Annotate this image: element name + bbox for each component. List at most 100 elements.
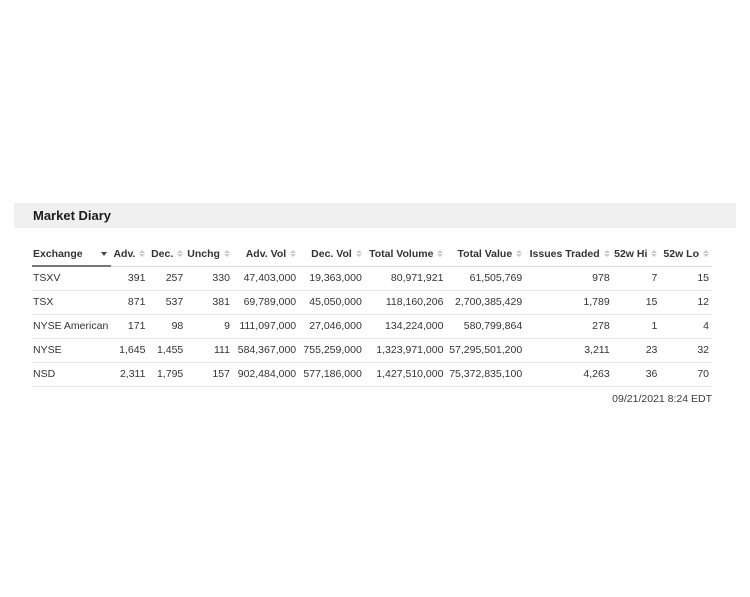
cell-52w-lo: 12 (660, 290, 712, 315)
sort-icon[interactable] (603, 249, 610, 257)
cell-exchange: NYSE American (32, 314, 112, 339)
table-row-nyse-american: NYSE American 171 98 9 111,097,000 27,046,000… (32, 314, 712, 339)
column-header-total-volume[interactable]: Total Volume (364, 243, 447, 267)
cell-dec: 257 (148, 266, 187, 291)
cell-dec: 1,455 (148, 338, 187, 363)
cell-issues-traded: 978 (525, 266, 613, 291)
cell-dec-vol: 45,050,000 (299, 290, 365, 315)
column-header-issues-traded[interactable]: Issues Traded (525, 243, 613, 267)
cell-total-volume: 1,323,971,000 (364, 338, 447, 363)
cell-52w-hi: 1 (612, 314, 661, 339)
cell-issues-traded: 278 (525, 314, 613, 339)
cell-adv-vol: 584,367,000 (232, 338, 300, 363)
sort-icon[interactable] (139, 249, 146, 257)
cell-adv: 1,645 (111, 338, 149, 363)
dropdown-caret-icon[interactable] (101, 252, 108, 256)
cell-52w-hi: 7 (612, 266, 661, 291)
cell-52w-lo: 32 (660, 338, 712, 363)
cell-unchg: 330 (186, 266, 233, 291)
sort-icon[interactable] (437, 249, 444, 257)
column-header-unchg[interactable]: Unchg (186, 243, 233, 267)
cell-total-volume: 134,224,000 (364, 314, 447, 339)
cell-exchange: TSXV (32, 266, 112, 291)
cell-total-value: 61,505,769 (446, 266, 526, 291)
column-header-adv[interactable]: Adv. (111, 243, 149, 267)
header-row: Exchange Adv. Dec. Unchg Adv. Vol Dec. Vol Tot… (32, 243, 712, 267)
cell-total-volume: 1,427,510,000 (364, 362, 447, 387)
cell-total-value: 580,799,864 (446, 314, 526, 339)
column-header-52w-lo[interactable]: 52w Lo (660, 243, 712, 267)
column-label: Unchg (187, 248, 220, 261)
cell-adv: 2,311 (111, 362, 149, 387)
cell-52w-hi: 23 (612, 338, 661, 363)
column-label: Dec. (151, 248, 174, 261)
cell-dec: 537 (148, 290, 187, 315)
cell-exchange: NSD (32, 362, 112, 387)
column-header-dec-vol[interactable]: Dec. Vol (299, 243, 365, 267)
sort-icon[interactable] (223, 249, 230, 257)
cell-adv: 871 (111, 290, 149, 315)
cell-total-value: 57,295,501,200 (446, 338, 526, 363)
cell-total-volume: 80,971,921 (364, 266, 447, 291)
cell-total-value: 75,372,835,100 (446, 362, 526, 387)
cell-unchg: 381 (186, 290, 233, 315)
table-row-nyse: NYSE 1,645 1,455 111 584,367,000 755,259,000 1… (32, 338, 712, 363)
cell-dec-vol: 755,259,000 (299, 338, 365, 363)
table-row-nsd: NSD 2,311 1,795 157 902,484,000 577,186,000 1,… (32, 362, 712, 387)
column-label: Adv. (113, 248, 136, 261)
market-diary-table: Exchange Adv. Dec. Unchg Adv. Vol Dec. Vol Tot… (32, 243, 712, 387)
table-row-tsxv: TSXV 391 257 330 47,403,000 19,363,000 80,971,… (32, 266, 712, 291)
sort-icon[interactable] (290, 249, 297, 257)
cell-adv: 391 (111, 266, 149, 291)
cell-unchg: 111 (186, 338, 233, 363)
column-label: Total Value (457, 248, 513, 261)
cell-exchange: TSX (32, 290, 112, 315)
column-header-adv-vol[interactable]: Adv. Vol (232, 243, 300, 267)
cell-dec-vol: 19,363,000 (299, 266, 365, 291)
sort-icon[interactable] (177, 249, 184, 257)
market-diary-panel: Exchange Adv. Dec. Unchg Adv. Vol Dec. Vol Tot… (32, 243, 712, 405)
cell-52w-hi: 15 (612, 290, 661, 315)
column-label: Dec. Vol (311, 248, 352, 261)
sort-icon[interactable] (651, 249, 658, 257)
cell-adv: 171 (111, 314, 149, 339)
cell-52w-lo: 4 (660, 314, 712, 339)
table-body: TSXV 391 257 330 47,403,000 19,363,000 80,971,… (32, 266, 712, 387)
cell-adv-vol: 47,403,000 (232, 266, 300, 291)
cell-unchg: 9 (186, 314, 233, 339)
cell-adv-vol: 902,484,000 (232, 362, 300, 387)
column-label: Adv. Vol (245, 248, 287, 261)
sort-icon[interactable] (516, 249, 523, 257)
cell-52w-hi: 36 (612, 362, 661, 387)
table-row-tsx: TSX 871 537 381 69,789,000 45,050,000 118,160,… (32, 290, 712, 315)
column-header-52w-hi[interactable]: 52w Hi (612, 243, 661, 267)
cell-issues-traded: 3,211 (525, 338, 613, 363)
cell-total-value: 2,700,385,429 (446, 290, 526, 315)
cell-issues-traded: 4,263 (525, 362, 613, 387)
column-label: 52w Lo (663, 248, 699, 261)
panel-title: Market Diary (33, 208, 112, 223)
cell-exchange: NYSE (32, 338, 112, 363)
cell-unchg: 157 (186, 362, 233, 387)
cell-dec: 98 (148, 314, 187, 339)
cell-adv-vol: 111,097,000 (232, 314, 300, 339)
cell-52w-lo: 15 (660, 266, 712, 291)
cell-dec: 1,795 (148, 362, 187, 387)
sort-icon[interactable] (703, 249, 709, 257)
column-header-total-value[interactable]: Total Value (446, 243, 526, 267)
column-header-dec[interactable]: Dec. (148, 243, 187, 267)
cell-dec-vol: 577,186,000 (299, 362, 365, 387)
column-label: 52w Hi (614, 248, 648, 261)
cell-total-volume: 118,160,206 (364, 290, 447, 315)
timestamp: 09/21/2021 8:24 EDT (612, 392, 712, 405)
panel-header: Market Diary (14, 203, 736, 228)
column-header-exchange[interactable]: Exchange (32, 243, 112, 267)
column-label: Total Volume (369, 248, 434, 261)
cell-issues-traded: 1,789 (525, 290, 613, 315)
cell-dec-vol: 27,046,000 (299, 314, 365, 339)
sort-icon[interactable] (355, 249, 362, 257)
cell-adv-vol: 69,789,000 (232, 290, 300, 315)
cell-52w-lo: 70 (660, 362, 712, 387)
column-label: Issues Traded (529, 248, 600, 261)
column-label: Exchange (33, 248, 83, 260)
